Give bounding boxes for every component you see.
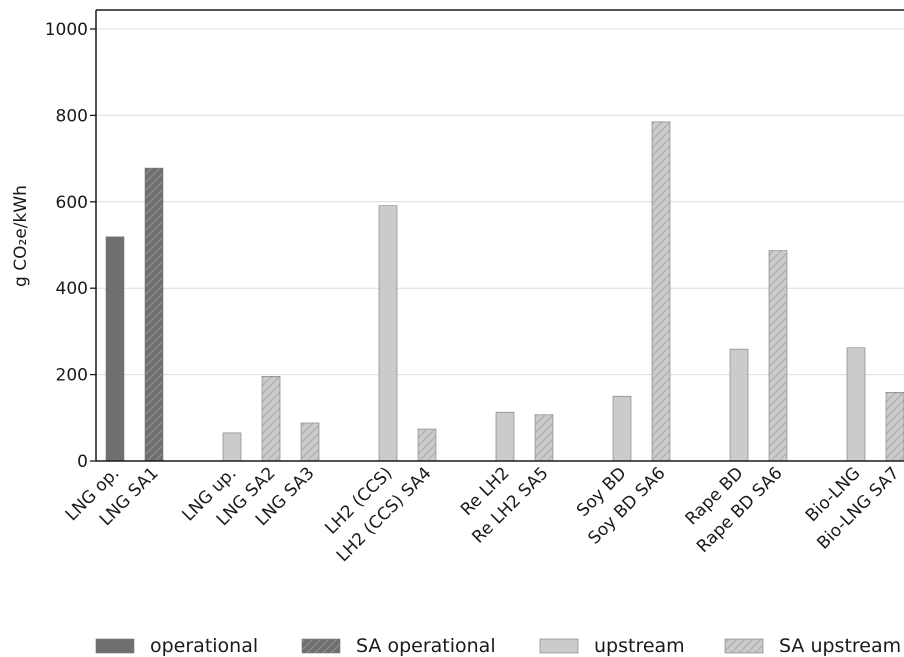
bars bbox=[105, 121, 904, 462]
y-tick-label: 600 bbox=[56, 193, 88, 213]
y-axis-label: g CO₂e/kWh bbox=[11, 185, 31, 287]
y-tick-label: 800 bbox=[56, 106, 88, 126]
legend: operational SA operational upstream SA upst… bbox=[95, 635, 901, 657]
bar-lh2-ccs-sa4 bbox=[417, 428, 437, 462]
bar-rape-bd-sa6 bbox=[768, 250, 788, 462]
y-tick-label: 400 bbox=[56, 279, 88, 299]
bar-bio-lng-sa7 bbox=[885, 392, 904, 462]
bar-re-lh2-sa5 bbox=[534, 414, 554, 462]
legend-swatch bbox=[95, 638, 135, 654]
y-tick-label: 200 bbox=[56, 366, 88, 386]
bar-lng-up bbox=[222, 432, 242, 462]
bar-rape-bd bbox=[729, 348, 749, 462]
bar-lng-sa1 bbox=[144, 167, 164, 462]
legend-label: SA operational bbox=[356, 635, 496, 657]
legend-swatch bbox=[724, 638, 764, 654]
legend-swatch bbox=[539, 638, 579, 654]
legend-label: operational bbox=[150, 635, 258, 657]
y-ticks: 0 200 400 600 800 1000 bbox=[45, 20, 96, 472]
y-tick-label: 1000 bbox=[45, 20, 88, 40]
bar-lh2-ccs bbox=[378, 205, 398, 462]
legend-label: SA upstream bbox=[779, 635, 901, 657]
bar-soy-bd-sa6 bbox=[651, 121, 671, 462]
bar-lng-sa2 bbox=[261, 376, 281, 462]
bar-lng-sa3 bbox=[300, 422, 320, 462]
bar-lng-op bbox=[105, 236, 125, 462]
y-tick-label: 0 bbox=[77, 452, 88, 472]
bar-re-lh2 bbox=[495, 411, 515, 462]
bar-bio-lng bbox=[846, 347, 866, 462]
legend-label: upstream bbox=[594, 635, 685, 657]
legend-swatch bbox=[301, 638, 341, 654]
bar-soy-bd bbox=[612, 395, 632, 462]
